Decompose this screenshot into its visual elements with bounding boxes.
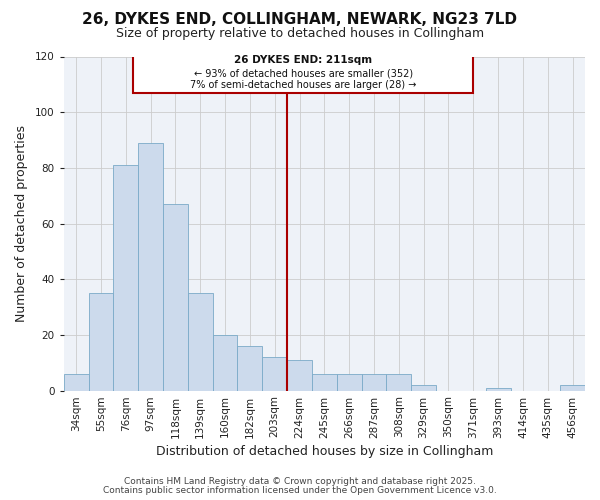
Bar	[287, 360, 312, 390]
Bar	[411, 385, 436, 390]
Bar	[362, 374, 386, 390]
Text: Contains public sector information licensed under the Open Government Licence v3: Contains public sector information licen…	[103, 486, 497, 495]
Bar	[337, 374, 362, 390]
X-axis label: Distribution of detached houses by size in Collingham: Distribution of detached houses by size …	[155, 444, 493, 458]
Bar	[64, 374, 89, 390]
Bar	[163, 204, 188, 390]
Bar	[113, 165, 138, 390]
Bar	[312, 374, 337, 390]
Text: ← 93% of detached houses are smaller (352): ← 93% of detached houses are smaller (35…	[194, 68, 413, 78]
Y-axis label: Number of detached properties: Number of detached properties	[15, 125, 28, 322]
Bar	[138, 143, 163, 390]
Bar	[386, 374, 411, 390]
Bar	[486, 388, 511, 390]
Bar	[238, 346, 262, 391]
Bar	[262, 357, 287, 390]
Bar	[560, 385, 585, 390]
Text: 7% of semi-detached houses are larger (28) →: 7% of semi-detached houses are larger (2…	[190, 80, 416, 90]
Text: Size of property relative to detached houses in Collingham: Size of property relative to detached ho…	[116, 28, 484, 40]
Text: 26 DYKES END: 211sqm: 26 DYKES END: 211sqm	[234, 55, 373, 65]
Text: Contains HM Land Registry data © Crown copyright and database right 2025.: Contains HM Land Registry data © Crown c…	[124, 477, 476, 486]
Bar	[188, 293, 212, 390]
Bar	[212, 335, 238, 390]
Text: 26, DYKES END, COLLINGHAM, NEWARK, NG23 7LD: 26, DYKES END, COLLINGHAM, NEWARK, NG23 …	[83, 12, 517, 28]
Bar	[89, 293, 113, 390]
Bar	[133, 54, 473, 92]
